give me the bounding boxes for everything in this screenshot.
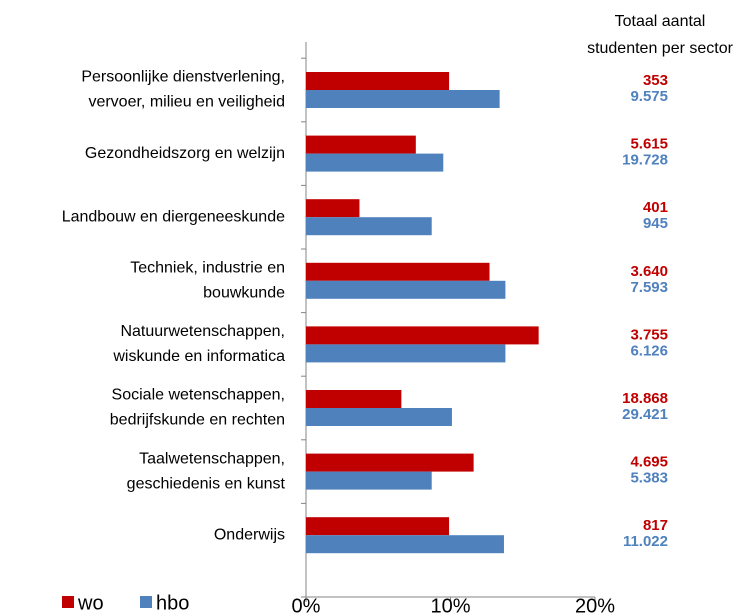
bar bbox=[306, 344, 506, 363]
total-label: 29.421 bbox=[622, 406, 668, 423]
bar bbox=[306, 153, 444, 172]
legend-label: hbo bbox=[156, 592, 189, 614]
bar bbox=[306, 453, 474, 472]
legend-swatch bbox=[62, 596, 74, 608]
bar bbox=[306, 90, 500, 108]
bar bbox=[306, 408, 452, 426]
total-label: 3.640 bbox=[630, 263, 668, 280]
bar bbox=[306, 326, 539, 345]
bar bbox=[306, 262, 490, 281]
total-label: 6.126 bbox=[630, 342, 668, 359]
bar bbox=[306, 517, 450, 536]
total-label: 3.755 bbox=[630, 326, 668, 343]
category-label: bouwkunde bbox=[203, 285, 285, 302]
category-label: Sociale wetenschappen, bbox=[112, 387, 285, 404]
category-label: Natuurwetenschappen, bbox=[120, 323, 285, 340]
legend-label: wo bbox=[77, 592, 104, 614]
total-label: 817 bbox=[643, 517, 668, 534]
bar bbox=[306, 280, 506, 299]
category-label: Techniek, industrie en bbox=[130, 260, 285, 277]
bar bbox=[306, 135, 416, 154]
total-label: 5.383 bbox=[630, 470, 668, 487]
x-tick-label: 10% bbox=[430, 595, 470, 615]
category-label: geschiedenis en kunst bbox=[127, 475, 286, 492]
category-label: Onderwijs bbox=[214, 526, 285, 543]
bar bbox=[306, 199, 360, 218]
total-label: 9.575 bbox=[630, 88, 668, 105]
annotation: studenten per sector bbox=[587, 40, 734, 57]
total-label: 18.868 bbox=[622, 390, 668, 407]
total-label: 945 bbox=[643, 215, 668, 232]
category-label: Taalwetenschappen, bbox=[139, 450, 285, 467]
total-label: 19.728 bbox=[622, 152, 668, 169]
bar bbox=[306, 72, 450, 90]
category-label: Landbouw en diergeneeskunde bbox=[62, 208, 285, 225]
category-label: bedrijfskunde en rechten bbox=[110, 412, 285, 429]
total-label: 11.022 bbox=[623, 533, 668, 550]
annotation: Totaal aantal bbox=[615, 13, 706, 30]
total-label: 4.695 bbox=[630, 454, 668, 471]
bar bbox=[306, 535, 504, 554]
x-tick-label: 0% bbox=[292, 595, 321, 615]
bar bbox=[306, 471, 432, 490]
total-label: 401 bbox=[643, 199, 668, 216]
category-label: Gezondheidszorg en welzijn bbox=[85, 145, 285, 162]
bar bbox=[306, 390, 402, 408]
total-label: 7.593 bbox=[630, 279, 668, 296]
x-tick-label: 20% bbox=[575, 595, 615, 615]
category-label: Persoonlijke dienstverlening, bbox=[81, 69, 285, 86]
category-label: wiskunde en informatica bbox=[112, 348, 285, 365]
total-label: 5.615 bbox=[630, 136, 668, 153]
category-label: vervoer, milieu en veiligheid bbox=[88, 94, 285, 111]
bar bbox=[306, 217, 432, 236]
legend-swatch bbox=[140, 596, 152, 608]
total-label: 353 bbox=[643, 72, 668, 89]
